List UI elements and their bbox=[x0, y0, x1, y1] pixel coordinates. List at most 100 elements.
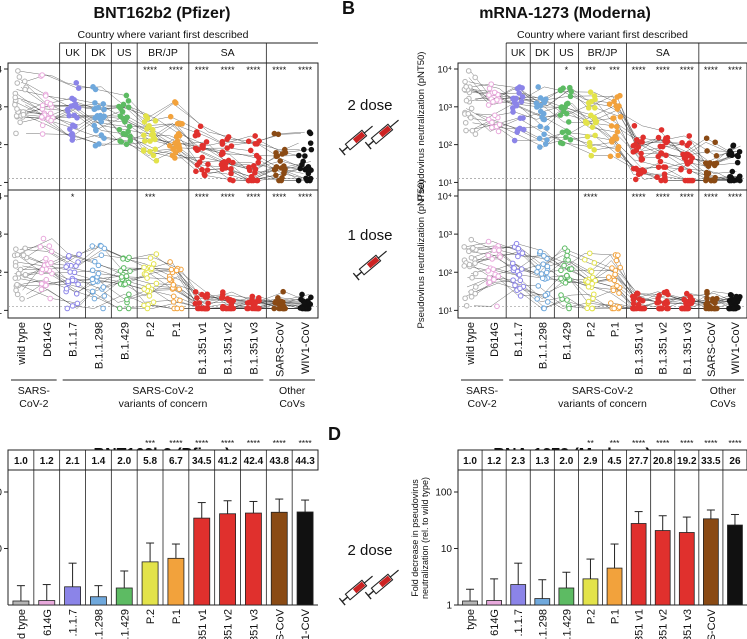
data-point bbox=[733, 293, 740, 300]
data-point bbox=[14, 106, 20, 112]
data-point bbox=[63, 285, 70, 292]
data-point bbox=[219, 303, 226, 310]
data-point bbox=[520, 115, 526, 121]
data-point bbox=[167, 259, 173, 265]
data-point bbox=[469, 127, 476, 134]
data-point bbox=[275, 131, 282, 138]
data-point bbox=[614, 106, 621, 112]
syringe-handle bbox=[364, 591, 372, 600]
data-point bbox=[463, 97, 470, 104]
category-label: 1-CoV bbox=[300, 608, 312, 639]
fold-bar bbox=[703, 518, 719, 606]
fold-value-label: 26 bbox=[729, 456, 741, 467]
data-point bbox=[617, 114, 624, 120]
data-point bbox=[633, 305, 640, 312]
data-point bbox=[40, 235, 47, 242]
group-label: CoVs bbox=[710, 398, 736, 410]
data-point bbox=[124, 296, 130, 303]
data-point bbox=[657, 158, 664, 165]
data-point bbox=[704, 295, 710, 302]
category-label: D614G bbox=[42, 322, 54, 357]
data-point bbox=[613, 135, 620, 142]
data-point bbox=[489, 124, 495, 131]
data-point bbox=[470, 245, 476, 251]
y-tick-label: 2 bbox=[0, 140, 2, 151]
data-point bbox=[167, 113, 174, 120]
significance-mark: **** bbox=[632, 65, 647, 75]
data-point bbox=[511, 137, 518, 144]
data-point bbox=[224, 136, 230, 142]
significance-mark: **** bbox=[656, 192, 671, 202]
data-point bbox=[117, 113, 124, 119]
fold-bar bbox=[38, 600, 56, 606]
fold-bar bbox=[534, 598, 551, 606]
significance-mark: *** bbox=[145, 438, 156, 448]
data-point bbox=[168, 266, 175, 273]
subject-line bbox=[25, 104, 304, 174]
data-point bbox=[513, 95, 519, 102]
data-point bbox=[302, 153, 308, 159]
data-point bbox=[714, 295, 720, 302]
subject-line bbox=[475, 102, 731, 181]
data-point bbox=[472, 290, 479, 297]
data-point bbox=[472, 270, 479, 277]
data-point bbox=[557, 140, 564, 146]
data-point bbox=[66, 253, 72, 259]
category-label: P.2 bbox=[145, 322, 157, 337]
data-point bbox=[245, 138, 252, 145]
y-tick-label: 10³ bbox=[438, 102, 452, 113]
category-label: B.1.1.298 bbox=[93, 322, 105, 369]
data-point bbox=[95, 270, 102, 277]
data-point bbox=[468, 105, 475, 112]
data-point bbox=[92, 100, 98, 106]
syringe-handle bbox=[338, 597, 346, 606]
category-label: B.1.351 v3 bbox=[248, 322, 260, 375]
category-label: .1.429 bbox=[561, 609, 573, 639]
data-point bbox=[76, 251, 82, 258]
data-point bbox=[204, 294, 210, 300]
fold-bar bbox=[630, 523, 647, 606]
data-point bbox=[271, 305, 277, 312]
data-point bbox=[588, 98, 594, 105]
data-point bbox=[152, 146, 159, 153]
category-label: .1.298 bbox=[537, 609, 549, 639]
data-point bbox=[588, 152, 595, 159]
data-point bbox=[153, 157, 160, 164]
category-label: B.1.351 v2 bbox=[223, 322, 235, 375]
category-label: WIV1-CoV bbox=[300, 321, 312, 374]
syringe-needle bbox=[363, 575, 373, 584]
data-point bbox=[170, 299, 177, 305]
data-point bbox=[665, 305, 671, 312]
category-label: wild type bbox=[16, 322, 28, 366]
data-point bbox=[541, 131, 547, 138]
significance-mark: **** bbox=[656, 65, 671, 75]
subject-line bbox=[475, 99, 734, 178]
significance-mark: **** bbox=[273, 438, 287, 448]
category-label: B.1.351 v2 bbox=[658, 322, 670, 375]
data-point bbox=[491, 276, 497, 283]
fold-value-label: 2.1 bbox=[66, 456, 80, 467]
fold-bar bbox=[296, 511, 314, 606]
category-label: 614G bbox=[42, 609, 54, 636]
data-point bbox=[146, 293, 153, 299]
data-point bbox=[152, 118, 159, 124]
category-label: B.1.351 v3 bbox=[682, 322, 694, 375]
data-point bbox=[147, 138, 153, 144]
significance-mark: **** bbox=[656, 438, 670, 448]
data-point bbox=[568, 266, 575, 272]
data-point bbox=[521, 126, 527, 133]
data-point bbox=[606, 101, 613, 107]
data-point bbox=[683, 290, 690, 297]
data-point bbox=[462, 78, 468, 85]
data-point bbox=[245, 177, 252, 184]
data-point bbox=[101, 245, 108, 252]
data-point bbox=[176, 132, 183, 139]
data-point bbox=[517, 285, 523, 292]
data-point bbox=[567, 93, 574, 100]
data-point bbox=[204, 167, 211, 173]
data-point bbox=[517, 293, 524, 299]
data-point bbox=[100, 284, 107, 290]
data-point bbox=[586, 139, 593, 146]
data-point bbox=[657, 143, 664, 150]
data-point bbox=[587, 89, 594, 95]
